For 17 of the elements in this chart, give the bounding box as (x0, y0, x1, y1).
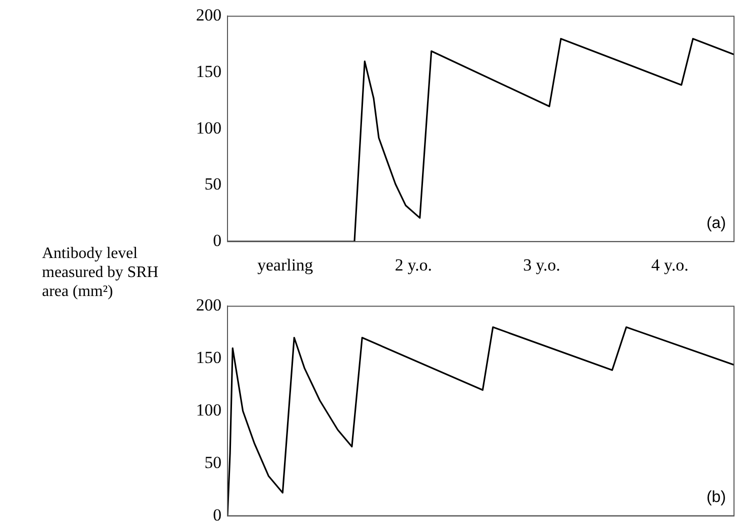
x-tick-label: 4 y.o. (651, 255, 688, 274)
y-tick-label: 150 (196, 62, 222, 82)
annotation: (a) (706, 215, 726, 232)
y-tick-label: 100 (196, 118, 222, 138)
y-tick-label: 200 (196, 6, 222, 25)
x-tick-label: yearling (257, 255, 314, 274)
y-tick-label: 150 (196, 348, 222, 368)
x-tick-label: 2 y.o. (394, 255, 432, 274)
annotation: (b) (706, 489, 726, 506)
y-axis-title: Antibody level measured by SRH area (mm²) (42, 244, 160, 301)
y-tick-label: 50 (204, 174, 222, 194)
y-tick-label: 100 (196, 400, 222, 420)
y-tick-label: 0 (213, 505, 222, 524)
y-tick-label: 200 (196, 296, 222, 315)
y-tick-label: 0 (213, 231, 222, 250)
y-tick-label: 50 (204, 452, 222, 472)
x-tick-label: 3 y.o. (523, 255, 560, 274)
